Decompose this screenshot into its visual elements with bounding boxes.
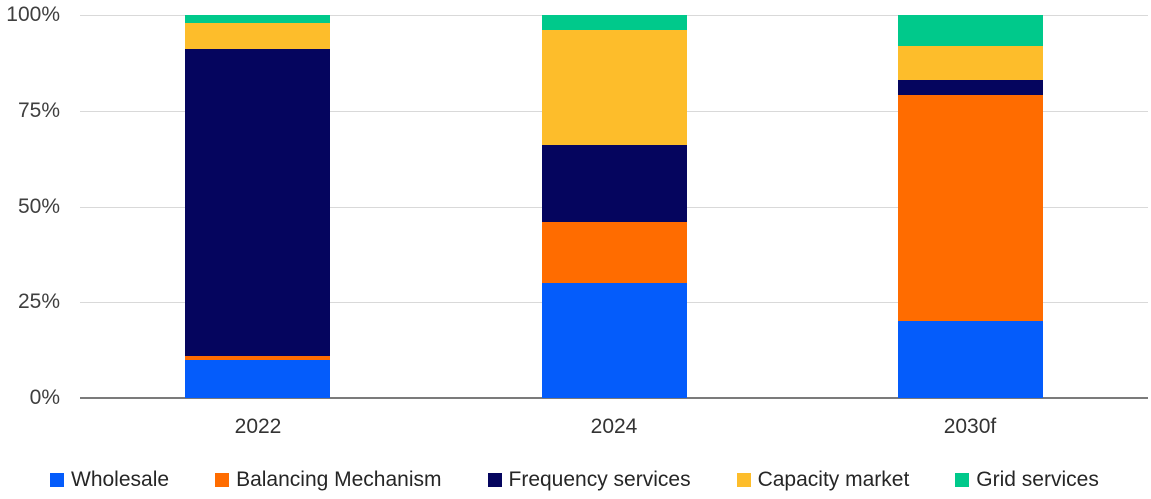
bar-2022-segment-capacity-market bbox=[185, 22, 331, 50]
y-tick-0: 0% bbox=[29, 386, 60, 409]
bar-2024-segment-frequency-services bbox=[541, 145, 687, 222]
bar-2030f-segment-grid-services bbox=[897, 15, 1043, 46]
plot-area bbox=[80, 15, 1148, 399]
bar-2030f bbox=[897, 15, 1043, 398]
bar-2022-segment-balancing-mechanism bbox=[185, 355, 331, 360]
bar-2024-segment-balancing-mechanism bbox=[541, 221, 687, 284]
legend-swatch-wholesale bbox=[50, 473, 64, 487]
bar-2024-segment-wholesale bbox=[541, 283, 687, 398]
legend-label-balancing-mechanism: Balancing Mechanism bbox=[236, 468, 442, 491]
y-tick-100: 100% bbox=[6, 3, 60, 26]
bar-2030f-segment-capacity-market bbox=[897, 45, 1043, 81]
legend-label-frequency-services: Frequency services bbox=[508, 468, 691, 491]
legend-swatch-frequency-services bbox=[487, 473, 502, 487]
legend-item-frequency-services: Frequency services bbox=[487, 468, 691, 492]
bar-2022-segment-wholesale bbox=[185, 359, 331, 398]
x-axis: 2022 2024 2030f bbox=[80, 415, 1148, 445]
bar-2030f-segment-wholesale bbox=[897, 321, 1043, 398]
legend: Wholesale Balancing Mechanism Frequency … bbox=[50, 466, 1099, 494]
legend-item-grid-services: Grid services bbox=[955, 468, 1099, 492]
y-tick-25: 25% bbox=[17, 290, 60, 314]
legend-swatch-capacity-market bbox=[736, 473, 751, 487]
y-tick-50: 50% bbox=[17, 194, 60, 218]
legend-swatch-balancing-mechanism bbox=[215, 473, 230, 487]
legend-swatch-grid-services bbox=[955, 473, 970, 487]
x-axis-line bbox=[80, 397, 1148, 399]
bar-2022 bbox=[185, 15, 331, 398]
y-tick-75: 75% bbox=[17, 98, 60, 122]
legend-label-grid-services: Grid services bbox=[976, 468, 1099, 491]
legend-item-wholesale: Wholesale bbox=[50, 468, 169, 492]
bar-2024 bbox=[541, 15, 687, 398]
bar-2022-segment-grid-services bbox=[185, 15, 331, 23]
x-tick-2022: 2022 bbox=[234, 415, 282, 438]
bar-2030f-segment-frequency-services bbox=[897, 80, 1043, 96]
x-tick-2030f: 2030f bbox=[943, 415, 997, 438]
x-tick-2024: 2024 bbox=[590, 415, 638, 438]
bar-2024-segment-capacity-market bbox=[541, 30, 687, 146]
legend-item-capacity-market: Capacity market bbox=[736, 468, 910, 492]
bar-2024-segment-grid-services bbox=[541, 15, 687, 31]
legend-label-capacity-market: Capacity market bbox=[757, 468, 910, 491]
legend-item-balancing-mechanism: Balancing Mechanism bbox=[215, 468, 442, 492]
legend-label-wholesale: Wholesale bbox=[71, 468, 170, 491]
y-axis: 100% 75% 50% 25% 0% bbox=[0, 3, 60, 409]
bar-2022-segment-frequency-services bbox=[185, 49, 331, 356]
bar-2030f-segment-balancing-mechanism bbox=[897, 95, 1043, 322]
